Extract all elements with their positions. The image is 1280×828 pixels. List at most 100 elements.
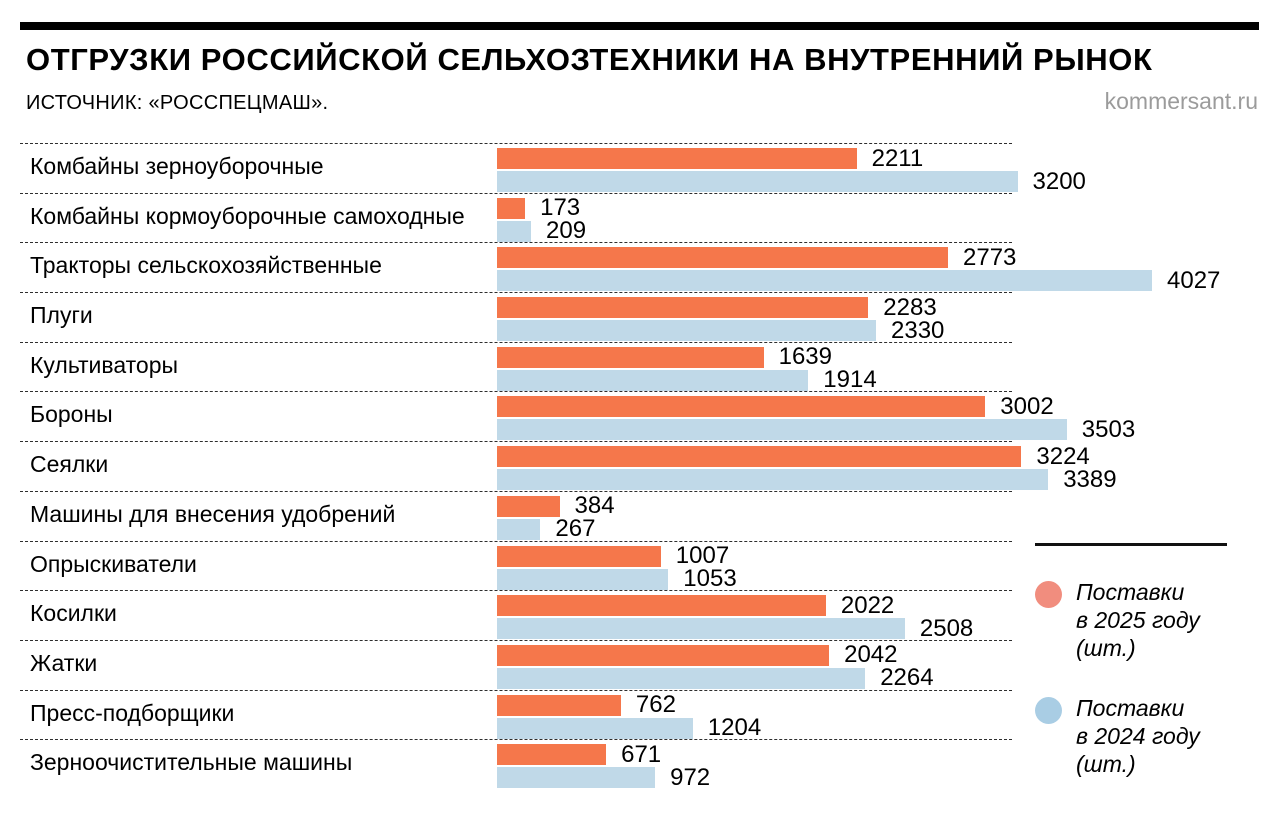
bar-value: 3200 [1032,167,1086,195]
chart-row: Комбайны зерноуборочные 2211 3200 [20,143,1260,195]
bar-group: 762 1204 [497,691,761,741]
bar-group: 3224 3389 [497,443,1117,493]
legend: Поставки в 2025 году (шт.) Поставки в 2024 г… [1035,543,1235,778]
bar-2025 [497,197,526,219]
bar-value: 1204 [707,714,762,742]
bar-value: 972 [670,763,711,791]
bar-2024 [497,220,531,242]
bar-2025 [497,744,607,766]
bar-line: 1204 [497,714,761,741]
bar-2024 [497,320,876,342]
bar-chart: Комбайны зерноуборочные 2211 3200 Комбайны … [20,143,1260,791]
bar-line: 3002 [497,393,1135,420]
bar-2025 [497,396,986,418]
bar-value: 3503 [1081,415,1136,443]
source-label: ИСТОЧНИК: «РОССПЕЦМАШ». [26,92,329,114]
bar-line: 671 [497,741,710,768]
bar-value: 762 [635,691,676,719]
bar-line: 2264 [497,664,934,691]
category-label: Бороны [30,401,113,428]
bar-value: 3224 [1036,442,1090,470]
bar-line: 173 [497,194,586,221]
bar-value: 3002 [1000,392,1054,420]
bar-2024 [497,419,1067,441]
bar-line: 3389 [497,466,1117,493]
bar-group: 671 972 [497,741,710,791]
bar-value: 1639 [778,343,832,371]
bar-line: 2773 [497,244,1220,271]
chart-row: Сеялки 3224 3389 [20,441,1260,493]
bar-group: 2022 2508 [497,591,973,642]
bar-2025 [497,694,621,716]
bar-value: 2283 [883,293,937,321]
bar-value: 2042 [844,641,898,669]
bar-group: 2773 4027 [497,244,1220,294]
bar-value: 2508 [919,614,974,642]
bar-2025 [497,247,948,269]
bar-2025 [497,148,857,169]
bar-line: 972 [497,764,710,791]
page-title: ОТГРУЗКИ РОССИЙСКОЙ СЕЛЬХОЗТЕХНИКИ НА ВН… [26,42,1153,77]
bar-value: 2022 [840,591,895,619]
chart-row: Культиваторы 1639 1914 [20,341,1260,393]
bar-2024 [497,767,656,789]
bar-line: 1007 [497,542,737,569]
category-label: Комбайны кормоуборочные самоходные [30,202,465,229]
legend-label-2025: Поставки в 2025 году (шт.) [1076,579,1200,661]
bar-value: 671 [621,740,662,768]
category-label: Сеялки [30,451,109,478]
bar-2024 [497,171,1018,192]
bar-line: 2211 [497,145,1086,172]
category-label: Культиваторы [30,351,179,378]
category-label: Тракторы сельскохозяйственные [30,252,382,279]
chart-row: Опрыскиватели 1007 1053 [20,540,1260,592]
bar-2025 [497,297,869,319]
category-label: Опрыскиватели [30,550,197,577]
legend-rule [1035,543,1227,546]
legend-item-2025: Поставки в 2025 году (шт.) [1035,578,1235,662]
legend-dot-2025 [1035,581,1062,608]
bar-value: 173 [540,194,581,222]
bar-line: 2042 [497,641,934,668]
bar-line: 4027 [497,267,1220,294]
bar-value: 2264 [880,664,934,692]
chart-row: Жатки 2042 2264 [20,639,1260,691]
bar-line: 3224 [497,443,1117,470]
chart-row: Плуги 2283 2330 [20,292,1260,344]
bar-group: 384 267 [497,492,615,542]
bar-line: 1639 [497,343,877,370]
chart-row: Машины для внесения удобрений 384 267 [20,490,1260,542]
category-label: Пресс-подборщики [30,699,235,726]
chart-row: Комбайны кормоуборочные самоходные 173 209 [20,192,1260,244]
legend-item-2024: Поставки в 2024 году (шт.) [1035,694,1235,778]
bar-2024 [497,717,693,739]
bar-group: 173 209 [497,194,586,244]
bar-2025 [497,346,764,368]
bar-value: 2773 [963,243,1017,271]
bar-2024 [497,518,541,540]
bar-value: 4027 [1167,266,1221,294]
bar-2025 [497,495,560,517]
meta-row: ИСТОЧНИК: «РОССПЕЦМАШ». kommersant.ru [26,88,1258,115]
bar-2025 [497,545,661,567]
bar-group: 2211 3200 [497,145,1086,195]
category-label: Жатки [30,649,98,676]
bar-2025 [497,595,826,617]
category-label: Косилки [30,600,117,627]
bar-group: 1007 1053 [497,542,737,592]
bar-line: 1053 [497,565,737,592]
chart-row: Тракторы сельскохозяйственные 2773 4027 [20,242,1260,294]
bar-line: 3200 [497,168,1086,195]
chart-row: Бороны 3002 3503 [20,391,1260,443]
bar-2024 [497,270,1152,292]
bar-line: 762 [497,691,761,718]
chart-row: Пресс-подборщики 762 1204 [20,689,1260,741]
top-rule [20,22,1259,30]
legend-label-2024: Поставки в 2024 году (шт.) [1076,695,1200,777]
bar-value: 1007 [675,542,730,569]
bar-value: 3389 [1063,465,1117,493]
bar-2024 [497,667,866,689]
bar-2024 [497,568,669,590]
chart-row: Зерноочистительные машины 671 972 [20,739,1260,791]
